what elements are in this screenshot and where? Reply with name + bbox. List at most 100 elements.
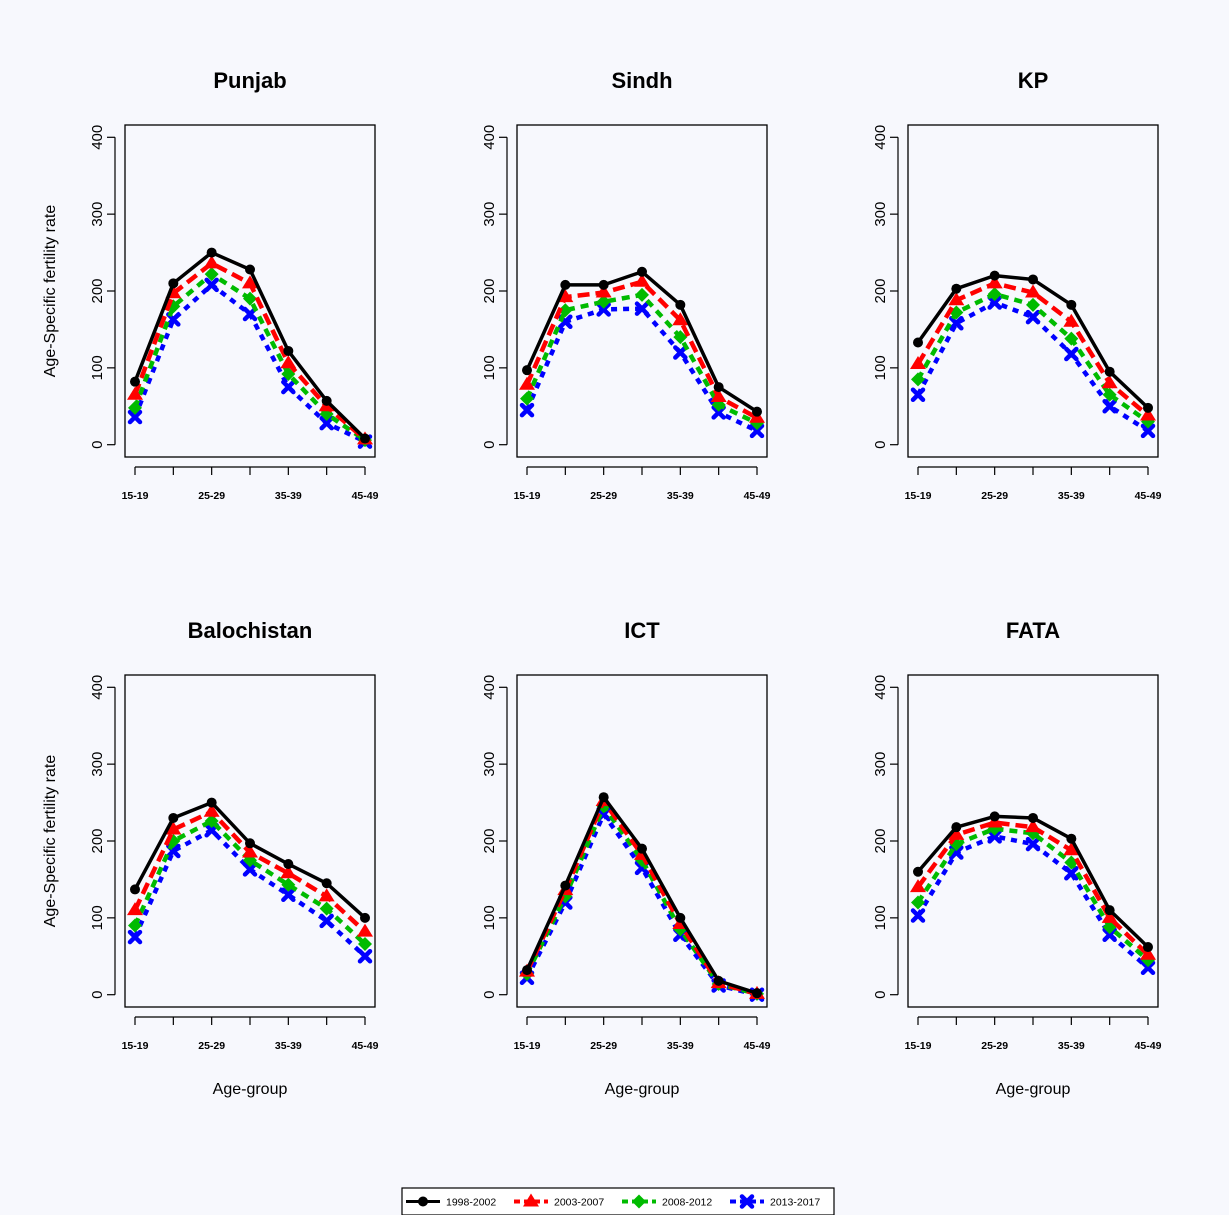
data-point bbox=[557, 289, 574, 303]
x-tick-label: 15-19 bbox=[905, 490, 932, 502]
data-point bbox=[634, 301, 650, 316]
chart-panel-1: Punjab 0 100 200 300 400 15-19 25-29 35-39 45-49 A… bbox=[42, 68, 379, 502]
y-tick-label: 300 bbox=[481, 202, 498, 227]
data-point bbox=[951, 283, 962, 294]
data-point bbox=[360, 912, 370, 923]
data-point bbox=[1102, 927, 1117, 943]
x-tick-label: 35-39 bbox=[1058, 1040, 1085, 1052]
data-point bbox=[1101, 375, 1118, 389]
data-point bbox=[752, 406, 762, 417]
x-tick-label: 35-39 bbox=[667, 490, 694, 502]
data-point bbox=[519, 402, 535, 418]
data-point bbox=[989, 811, 1000, 822]
series-2003-2007 bbox=[127, 803, 373, 937]
chart-panel-2: Sindh 0 100 200 300 400 15-19 25-29 35-39 45-49 bbox=[481, 68, 771, 502]
data-point bbox=[1025, 819, 1041, 833]
data-point bbox=[130, 884, 140, 895]
series-1998-2002 bbox=[522, 266, 762, 417]
data-point bbox=[245, 838, 255, 849]
y-tick-label: 400 bbox=[481, 125, 498, 150]
data-point bbox=[357, 949, 373, 964]
data-point bbox=[913, 866, 923, 877]
y-tick-label: 200 bbox=[872, 278, 889, 303]
panel-title: Sindh bbox=[611, 68, 672, 93]
y-tick-label: 300 bbox=[481, 752, 498, 777]
y-tick-label: 100 bbox=[481, 355, 498, 380]
data-point bbox=[634, 273, 650, 287]
data-point bbox=[127, 902, 143, 916]
data-point bbox=[281, 379, 296, 395]
data-point bbox=[1063, 313, 1080, 327]
series-2003-2007 bbox=[910, 814, 1156, 960]
data-point bbox=[1063, 842, 1080, 856]
x-tick-label: 25-29 bbox=[590, 490, 617, 502]
series-2013-2017 bbox=[127, 277, 373, 449]
series-1998-2002 bbox=[130, 797, 370, 923]
x-tick-label: 35-39 bbox=[275, 1040, 302, 1052]
data-point bbox=[519, 376, 535, 390]
data-point bbox=[280, 865, 297, 879]
data-point bbox=[1102, 387, 1117, 402]
data-point bbox=[749, 423, 765, 439]
data-point bbox=[560, 880, 571, 891]
data-point bbox=[283, 345, 294, 356]
x-tick-label: 15-19 bbox=[905, 1040, 932, 1052]
data-point bbox=[242, 306, 258, 322]
x-tick-label: 35-39 bbox=[275, 490, 302, 502]
data-point bbox=[130, 376, 140, 387]
data-point bbox=[1064, 331, 1079, 346]
data-point bbox=[522, 965, 532, 976]
y-tick-label: 100 bbox=[481, 905, 498, 930]
data-point bbox=[1140, 423, 1156, 439]
data-point bbox=[321, 395, 332, 406]
data-point bbox=[595, 284, 612, 298]
data-point bbox=[319, 901, 334, 916]
series-2008-2012 bbox=[128, 267, 372, 448]
x-tick-label: 25-29 bbox=[198, 490, 225, 502]
data-point bbox=[637, 266, 647, 277]
data-point bbox=[203, 255, 220, 269]
data-point bbox=[1064, 346, 1079, 362]
data-point bbox=[1140, 960, 1156, 976]
data-point bbox=[242, 844, 258, 858]
x-tick-label: 45-49 bbox=[352, 490, 379, 502]
series-2008-2012 bbox=[520, 799, 764, 1001]
y-tick-label: 400 bbox=[481, 675, 498, 700]
legend-label: 2003-2007 bbox=[554, 1197, 604, 1209]
data-point bbox=[752, 988, 762, 999]
x-tick-label: 15-19 bbox=[514, 1040, 541, 1052]
legend-marker bbox=[632, 1194, 646, 1209]
plot-frame bbox=[907, 124, 1159, 458]
x-axis-label: Age-group bbox=[605, 1081, 680, 1098]
data-point bbox=[949, 316, 964, 331]
x-tick-label: 25-29 bbox=[981, 490, 1008, 502]
data-point bbox=[520, 391, 534, 406]
y-tick-label: 200 bbox=[89, 278, 106, 303]
data-point bbox=[1064, 866, 1079, 881]
data-point bbox=[948, 292, 965, 306]
legend-label: 2008-2012 bbox=[662, 1197, 712, 1209]
data-point bbox=[127, 386, 143, 400]
panel-title: Balochistan bbox=[188, 618, 313, 643]
legend-entry: 2013-2017 bbox=[730, 1194, 820, 1209]
data-point bbox=[1028, 812, 1038, 823]
data-point bbox=[596, 294, 611, 309]
data-point bbox=[598, 279, 609, 290]
plot-frame bbox=[124, 674, 376, 1008]
series-2013-2017 bbox=[127, 822, 373, 964]
x-tick-label: 45-49 bbox=[744, 1040, 771, 1052]
legend-marker bbox=[739, 1194, 755, 1209]
plot-frame bbox=[516, 124, 768, 458]
legend-label: 2013-2017 bbox=[770, 1197, 820, 1209]
y-tick-label: 0 bbox=[89, 441, 106, 449]
data-point bbox=[280, 355, 297, 369]
data-point bbox=[910, 356, 926, 370]
data-point bbox=[672, 312, 689, 326]
data-point bbox=[1104, 366, 1115, 377]
data-point bbox=[598, 792, 609, 803]
x-axis-label: Age-group bbox=[996, 1081, 1071, 1098]
y-axis-label: Age-Specific fertility rate bbox=[42, 205, 59, 378]
x-tick-label: 15-19 bbox=[514, 490, 541, 502]
data-point bbox=[910, 387, 926, 402]
data-point bbox=[1026, 297, 1040, 312]
